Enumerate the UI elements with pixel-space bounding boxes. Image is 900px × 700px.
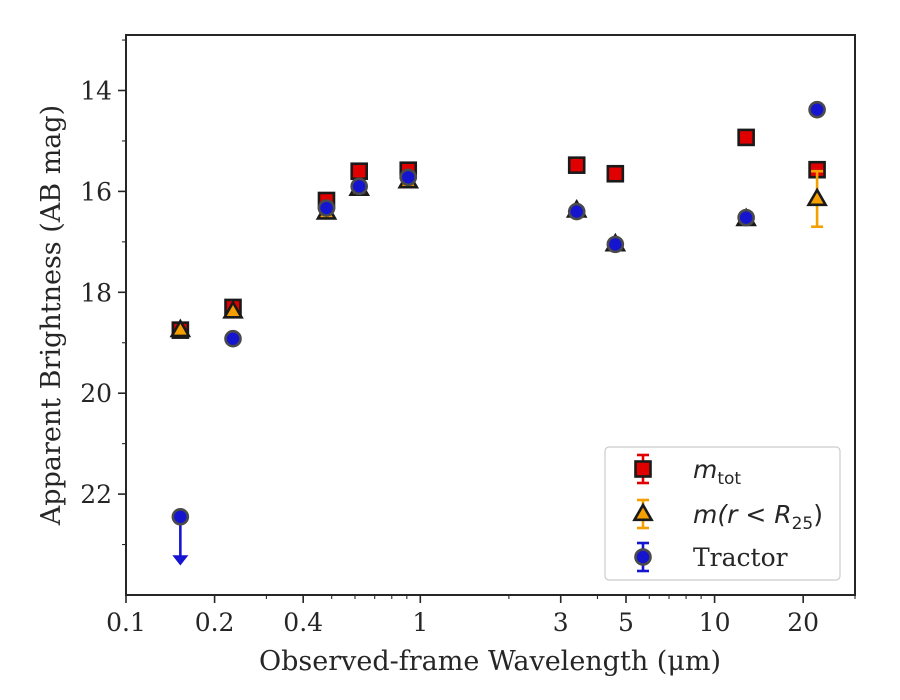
x-tick-label: 5 bbox=[618, 608, 634, 637]
x-tick-label: 3 bbox=[553, 608, 569, 637]
y-tick-label: 14 bbox=[80, 76, 112, 105]
plot-frame bbox=[125, 34, 856, 596]
axis-ticks: 0.1 0.2 0.4 1 3 5 10 20 14 16 18 20 22 bbox=[80, 39, 856, 637]
x-tick-label: 0.2 bbox=[195, 608, 235, 637]
legend-marker-circle bbox=[634, 548, 652, 566]
legend-label-triangle: m(r < R25) bbox=[693, 500, 823, 534]
y-tick-label: 16 bbox=[80, 177, 112, 206]
x-tick-label: 0.4 bbox=[283, 608, 323, 637]
upper-limit-arrowhead bbox=[172, 555, 189, 566]
data-marks bbox=[169, 100, 828, 566]
x-axis-label: Observed-frame Wavelength (μm) bbox=[259, 646, 721, 677]
legend-box bbox=[604, 446, 841, 581]
y-tick-label: 22 bbox=[80, 480, 112, 509]
y-tick-label: 18 bbox=[80, 278, 112, 307]
series-circle bbox=[171, 100, 826, 566]
legend-label-square: mtot bbox=[693, 455, 741, 489]
x-tick-label: 10 bbox=[699, 608, 731, 637]
x-tick-label: 1 bbox=[412, 608, 428, 637]
legend-marker-square bbox=[634, 460, 652, 478]
x-tick-label: 0.1 bbox=[106, 608, 146, 637]
legend-marker-triangle bbox=[632, 502, 654, 522]
x-tick-label: 20 bbox=[787, 608, 819, 637]
legend-label-tractor: Tractor bbox=[693, 543, 788, 572]
y-tick-label: 20 bbox=[80, 379, 112, 408]
legend: mtot m(r < R25) Tractor bbox=[604, 446, 841, 581]
y-axis-label: Apparent Brightness (AB mag) bbox=[36, 105, 67, 526]
